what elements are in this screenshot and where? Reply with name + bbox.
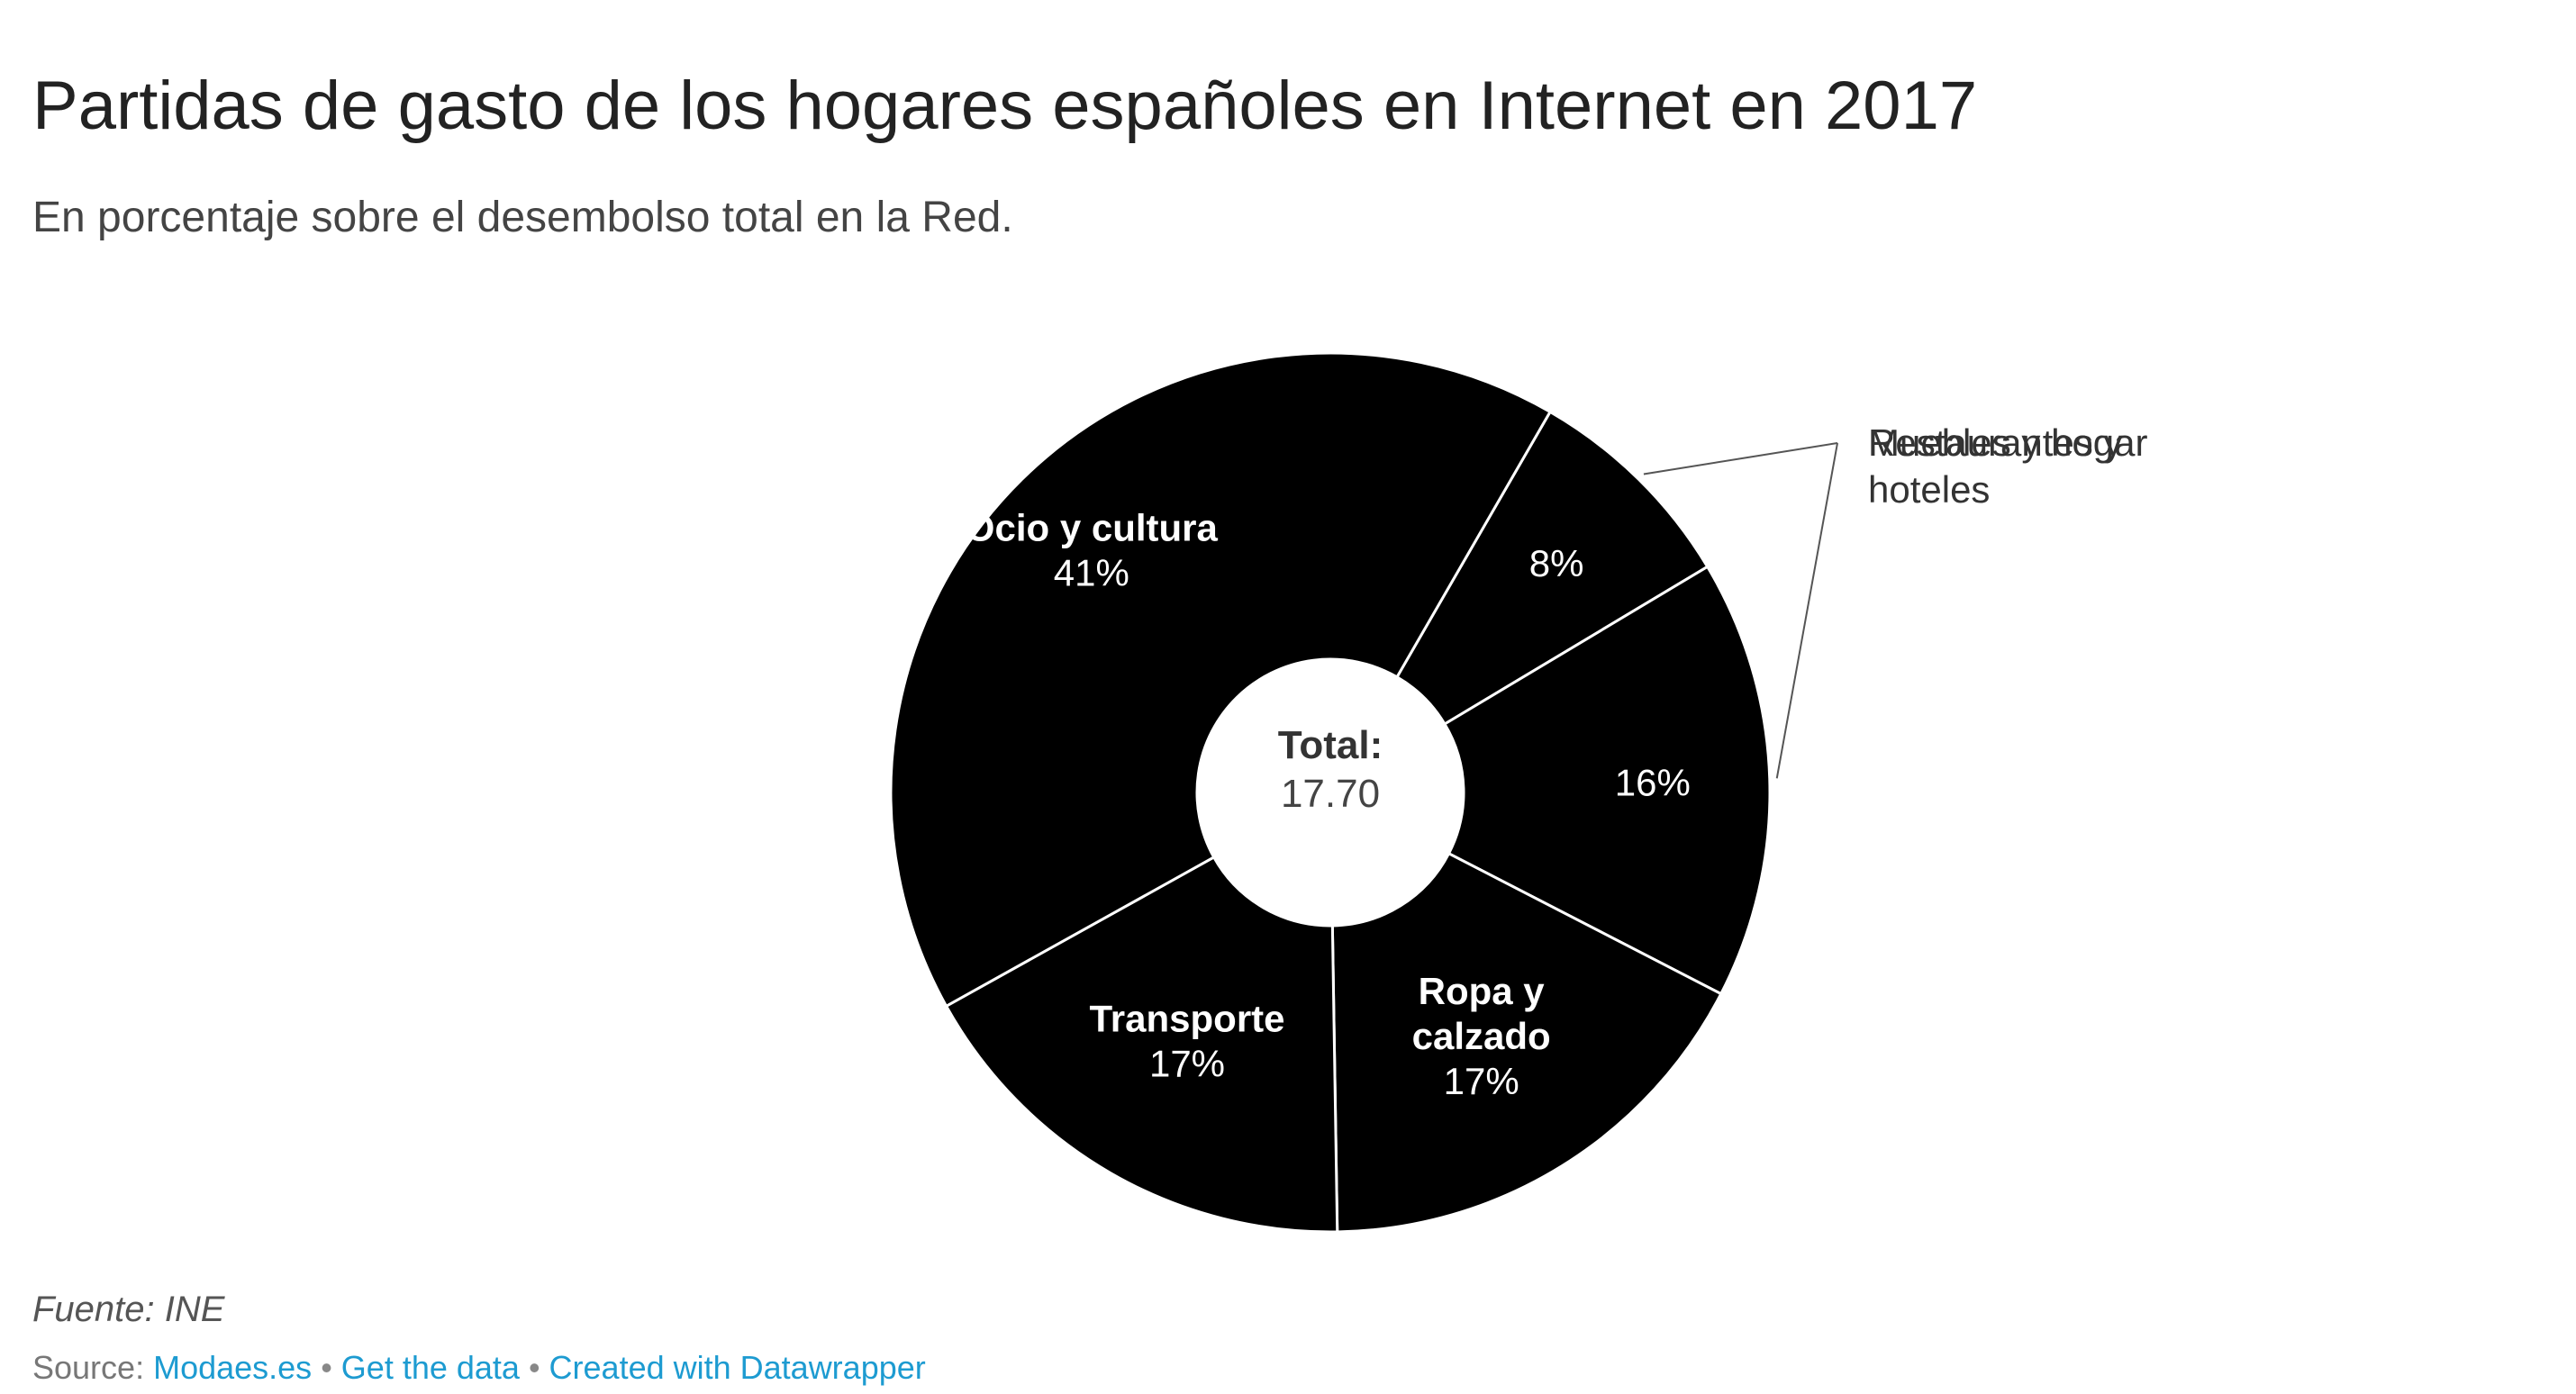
slice-value-label: 17%: [1444, 1060, 1519, 1102]
slice-labels-layer: 8% Muebles y hogar 16% Restaurantes yhotele…: [966, 421, 2148, 1102]
center-label-group: Total: 17.70: [1278, 723, 1383, 816]
created-with-link[interactable]: Created with Datawrapper: [549, 1349, 926, 1386]
center-label: Total:: [1278, 723, 1383, 767]
slice-name-label: Transporte: [1089, 997, 1284, 1039]
get-data-link[interactable]: Get the data: [340, 1349, 520, 1386]
slice-outer-label: Muebles y hogar: [1868, 421, 2148, 464]
slice-name-label: calzado: [1412, 1015, 1551, 1057]
leader-lines-layer: [1643, 442, 1838, 779]
slice-restaurantes-y-hoteles[interactable]: [1442, 565, 1772, 996]
separator-dot: •: [321, 1349, 332, 1386]
footer-note: Fuente: INE: [32, 1290, 225, 1329]
leader-line: [1643, 442, 1838, 475]
slice-name-label: Ropa y: [1419, 970, 1546, 1012]
slice-value-label: 8%: [1529, 542, 1584, 584]
chart-title: Partidas de gasto de los hogares español…: [32, 68, 1978, 144]
donut-hole: [1197, 659, 1464, 926]
source-link[interactable]: Modaes.es: [153, 1349, 313, 1386]
slice-outer-label: Restaurantes y: [1868, 421, 2122, 464]
leader-line: [1775, 442, 1838, 779]
slice-value-label: 41%: [1054, 552, 1129, 594]
footer-source: Source: Modaes.es • Get the data • Created w…: [32, 1349, 926, 1387]
center-value: 17.70: [1281, 772, 1380, 816]
slice-name-label: Ocio y cultura: [966, 507, 1219, 549]
separator-dot: •: [528, 1349, 540, 1386]
source-prefix: Source:: [32, 1349, 154, 1386]
slice-outer-label: hoteles: [1868, 468, 1990, 511]
slice-value-label: 17%: [1149, 1042, 1225, 1084]
chart-subtitle: En porcentaje sobre el desembolso total …: [32, 194, 1013, 241]
slice-value-label: 16%: [1615, 762, 1691, 804]
slices-layer: [889, 351, 1772, 1234]
